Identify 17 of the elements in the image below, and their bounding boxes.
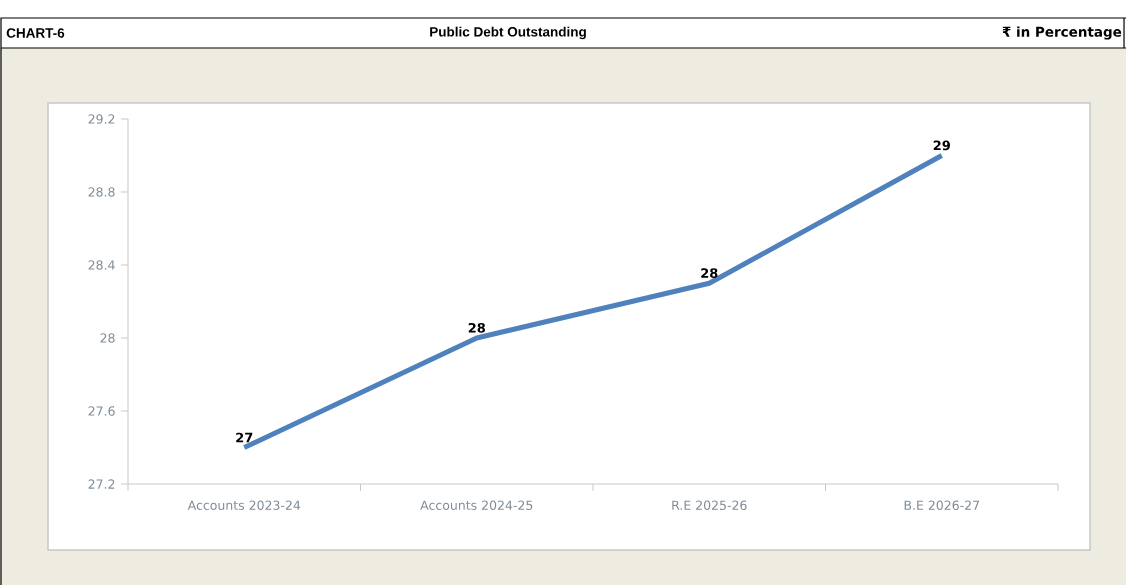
data-label: 28 [701,268,718,279]
data-label: 28 [468,322,485,333]
chart-title: Public Debt Outstanding [430,26,586,40]
y-tick-label: 28.8 [88,187,115,197]
x-tick-label: R.E 2025-26 [672,500,747,510]
x-tick-label: Accounts 2023-24 [187,500,301,510]
data-label: 27 [236,432,253,443]
y-tick-label: 28 [100,333,115,343]
data-label: 29 [933,140,950,151]
x-tick-label: Accounts 2024-25 [420,500,533,510]
x-tick-label: B.E 2026-27 [904,500,979,510]
y-tick-label: 28.4 [88,260,115,270]
y-tick-label: 27.2 [88,479,115,489]
text: ₹ in Percentage [1002,26,1122,40]
text: CHART-6 [6,28,65,38]
y-tick-label: 29.2 [88,114,115,124]
y-tick-label: 27.6 [88,406,115,416]
